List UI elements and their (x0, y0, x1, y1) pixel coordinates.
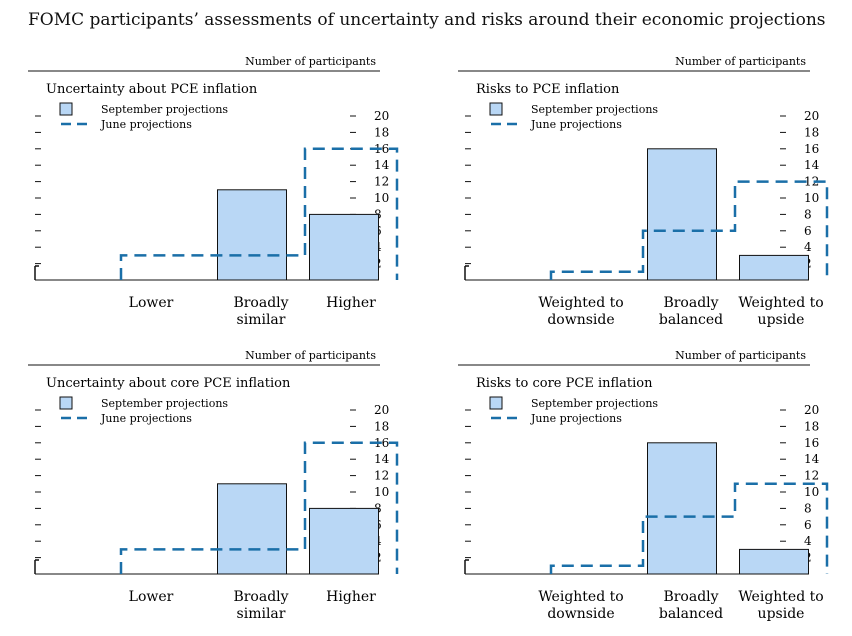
june-outline (549, 482, 829, 574)
y-tick-label: 14 (804, 158, 820, 172)
main-title: FOMC participants’ assessments of uncert… (28, 10, 826, 30)
category-label: Weighted to (538, 295, 623, 311)
category-label: similar (237, 606, 286, 622)
y-tick-label: 20 (804, 403, 819, 417)
legend-label-june: June projections (530, 118, 622, 131)
category-label: upside (758, 312, 805, 328)
panel-uncertainty-core-pce: Number of participants Uncertainty about … (28, 346, 428, 636)
category-label: downside (547, 606, 614, 622)
legend-label-september: September projections (531, 397, 658, 410)
category-label: Weighted to (738, 295, 823, 311)
y-tick-label: 18 (804, 125, 819, 139)
category-label: Higher (326, 295, 376, 311)
y-tick-label: 4 (804, 534, 812, 548)
june-outline (119, 441, 399, 574)
category-label: Higher (326, 589, 376, 605)
category-label: Lower (129, 295, 174, 311)
category-label: similar (237, 312, 286, 328)
y-tick-label: 16 (804, 142, 819, 156)
y-tick-label: 12 (804, 175, 819, 189)
bar-september (739, 548, 809, 575)
category-label: Broadly (233, 589, 288, 605)
panel-title: Risks to PCE inflation (476, 82, 620, 97)
chart-risks-core-pce: Number of participants Risks to core PCE … (458, 349, 829, 622)
y-tick-label: 20 (374, 403, 389, 417)
y-tick-label: 16 (804, 436, 819, 450)
y-tick-label: 18 (804, 419, 819, 433)
chart-risks-pce: Number of participants Risks to PCE infla… (458, 55, 829, 328)
y-tick-label: 12 (374, 469, 389, 483)
legend-label-september: September projections (101, 103, 228, 116)
y-axis-label: Number of participants (675, 349, 806, 362)
y-tick-label: 6 (804, 224, 812, 238)
bar-september (309, 507, 379, 575)
y-axis-label: Number of participants (245, 55, 376, 68)
legend-swatch-september (489, 102, 503, 116)
bar-september (217, 483, 287, 575)
category-label: Broadly (663, 295, 718, 311)
bar-september (309, 213, 379, 281)
y-tick-label: 8 (804, 501, 812, 515)
y-axis-label: Number of participants (675, 55, 806, 68)
legend-label-june: June projections (100, 412, 192, 425)
legend-label-june: June projections (100, 118, 192, 131)
chart-uncertainty-pce: Number of participants Uncertainty about … (28, 55, 399, 328)
legend-label-september: September projections (101, 397, 228, 410)
legend-swatch-september (59, 396, 73, 410)
bar-september (217, 189, 287, 281)
category-label: Broadly (233, 295, 288, 311)
y-tick-label: 18 (374, 419, 389, 433)
y-tick-label: 20 (374, 109, 389, 123)
y-tick-label: 14 (374, 158, 390, 172)
y-tick-label: 10 (804, 485, 819, 499)
panel-title: Risks to core PCE inflation (476, 376, 653, 391)
bar-september (647, 148, 717, 281)
y-tick-label: 14 (374, 452, 390, 466)
panel-risks-core-pce: Number of participants Risks to core PCE … (458, 346, 852, 636)
legend-label-june: June projections (530, 412, 622, 425)
category-label: Weighted to (538, 589, 623, 605)
y-tick-label: 6 (804, 518, 812, 532)
y-tick-label: 4 (804, 240, 812, 254)
panel-uncertainty-pce: Number of participants Uncertainty about … (28, 52, 428, 342)
category-label: downside (547, 312, 614, 328)
y-tick-label: 10 (374, 191, 389, 205)
category-label: Weighted to (738, 589, 823, 605)
legend-swatch-september (59, 102, 73, 116)
category-label: Lower (129, 589, 174, 605)
y-tick-label: 12 (804, 469, 819, 483)
category-label: balanced (659, 606, 723, 622)
y-tick-label: 20 (804, 109, 819, 123)
panel-title: Uncertainty about core PCE inflation (46, 376, 291, 391)
june-outline (119, 147, 399, 280)
category-label: upside (758, 606, 805, 622)
bar-september (647, 442, 717, 575)
chart-uncertainty-core-pce: Number of participants Uncertainty about … (28, 349, 399, 622)
y-tick-label: 10 (374, 485, 389, 499)
june-outline (549, 180, 829, 280)
panel-risks-pce: Number of participants Risks to PCE infla… (458, 52, 852, 342)
y-tick-label: 12 (374, 175, 389, 189)
legend-label-september: September projections (531, 103, 658, 116)
panel-title: Uncertainty about PCE inflation (46, 82, 258, 97)
category-label: Broadly (663, 589, 718, 605)
y-axis-label: Number of participants (245, 349, 376, 362)
bar-september (739, 254, 809, 281)
y-tick-label: 14 (804, 452, 820, 466)
y-tick-label: 18 (374, 125, 389, 139)
category-label: balanced (659, 312, 723, 328)
y-tick-label: 10 (804, 191, 819, 205)
y-tick-label: 8 (804, 207, 812, 221)
legend-swatch-september (489, 396, 503, 410)
